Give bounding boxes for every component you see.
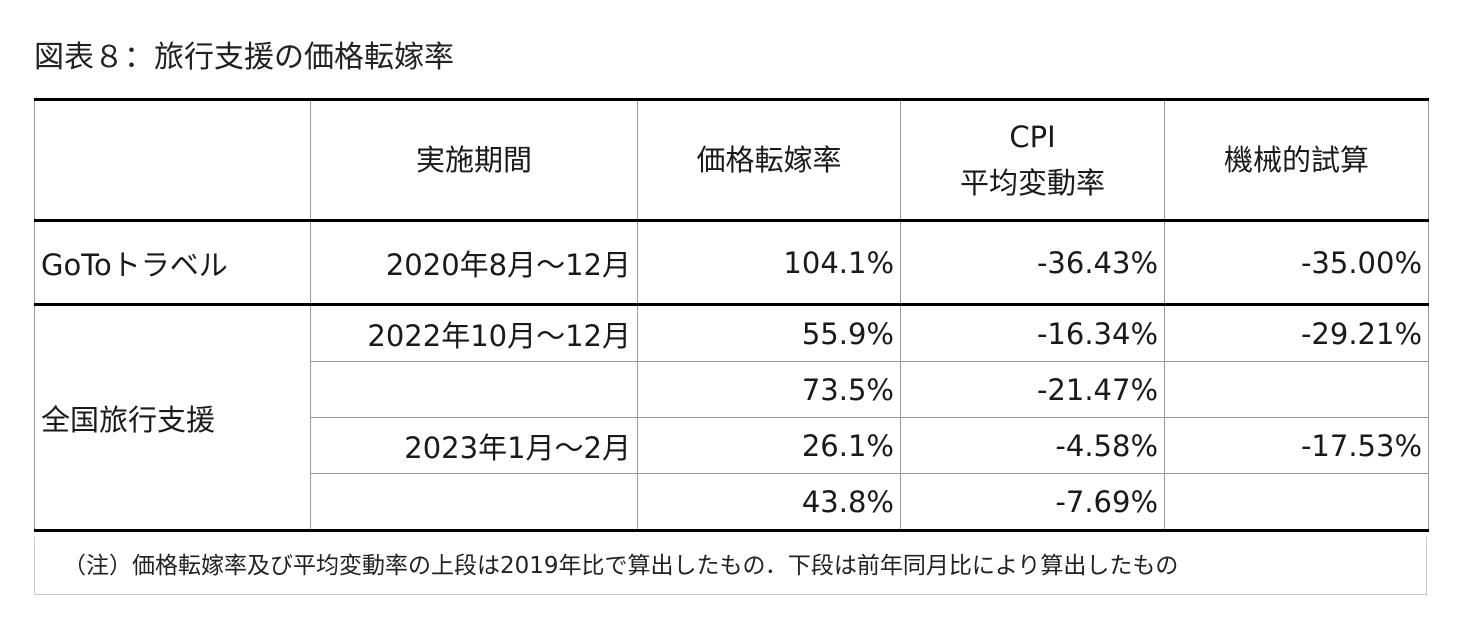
table-row: 43.8% -7.69% xyxy=(35,473,1429,532)
cell-cpi: -36.43% xyxy=(900,220,1165,306)
table-row: 73.5% -21.47% xyxy=(35,361,1429,418)
cell-calc xyxy=(1164,473,1429,532)
cell-calc: -17.53% xyxy=(1164,417,1429,474)
table-footnote: （注）価格転嫁率及び平均変動率の上段は2019年比で算出したもの．下段は前年同月… xyxy=(34,537,1427,595)
cell-period: 2022年10月～12月 xyxy=(310,304,638,362)
header-empty-cell xyxy=(34,98,311,222)
cell-rate: 26.1% xyxy=(637,417,901,474)
header-cpi: CPI 平均変動率 xyxy=(900,98,1165,222)
cell-calc: -35.00% xyxy=(1164,220,1429,306)
price-pass-through-table: 実施期間 価格転嫁率 CPI 平均変動率 機械的試算 GoToトラベル 2020… xyxy=(34,98,1429,532)
table-row: GoToトラベル 2020年8月～12月 104.1% -36.43% -35.… xyxy=(34,220,1429,306)
table-row: 2023年1月～2月 26.1% -4.58% -17.53% xyxy=(35,417,1429,474)
cell-cpi: -4.58% xyxy=(900,417,1165,474)
table-row: 全国旅行支援 2022年10月～12月 55.9% -16.34% -29.21… xyxy=(34,304,1429,532)
row-label-zenkoku: 全国旅行支援 xyxy=(34,304,311,532)
header-pass-through-rate: 価格転嫁率 xyxy=(637,98,901,222)
cell-calc xyxy=(1164,361,1429,418)
header-cpi-line2: 平均変動率 xyxy=(959,166,1105,200)
header-mechanical-estimate: 機械的試算 xyxy=(1164,98,1429,222)
row-label-goto: GoToトラベル xyxy=(34,220,311,306)
cell-period xyxy=(310,361,638,418)
header-period: 実施期間 xyxy=(310,98,638,222)
cell-rate: 55.9% xyxy=(637,304,901,362)
cell-rate: 104.1% xyxy=(637,220,901,306)
cell-calc: -29.21% xyxy=(1164,304,1429,362)
cell-period: 2023年1月～2月 xyxy=(310,417,638,474)
figure-title: 図表８：旅行支援の価格転嫁率 xyxy=(34,40,454,75)
cell-rate: 43.8% xyxy=(637,473,901,532)
cell-rate: 73.5% xyxy=(637,361,901,418)
header-row: 実施期間 価格転嫁率 CPI 平均変動率 機械的試算 xyxy=(34,98,1429,222)
cell-cpi: -21.47% xyxy=(900,361,1165,418)
cell-cpi: -7.69% xyxy=(900,473,1165,532)
cell-cpi: -16.34% xyxy=(900,304,1165,362)
cell-period: 2020年8月～12月 xyxy=(310,220,638,306)
header-cpi-line1: CPI xyxy=(1009,120,1056,154)
cell-period xyxy=(310,473,638,532)
